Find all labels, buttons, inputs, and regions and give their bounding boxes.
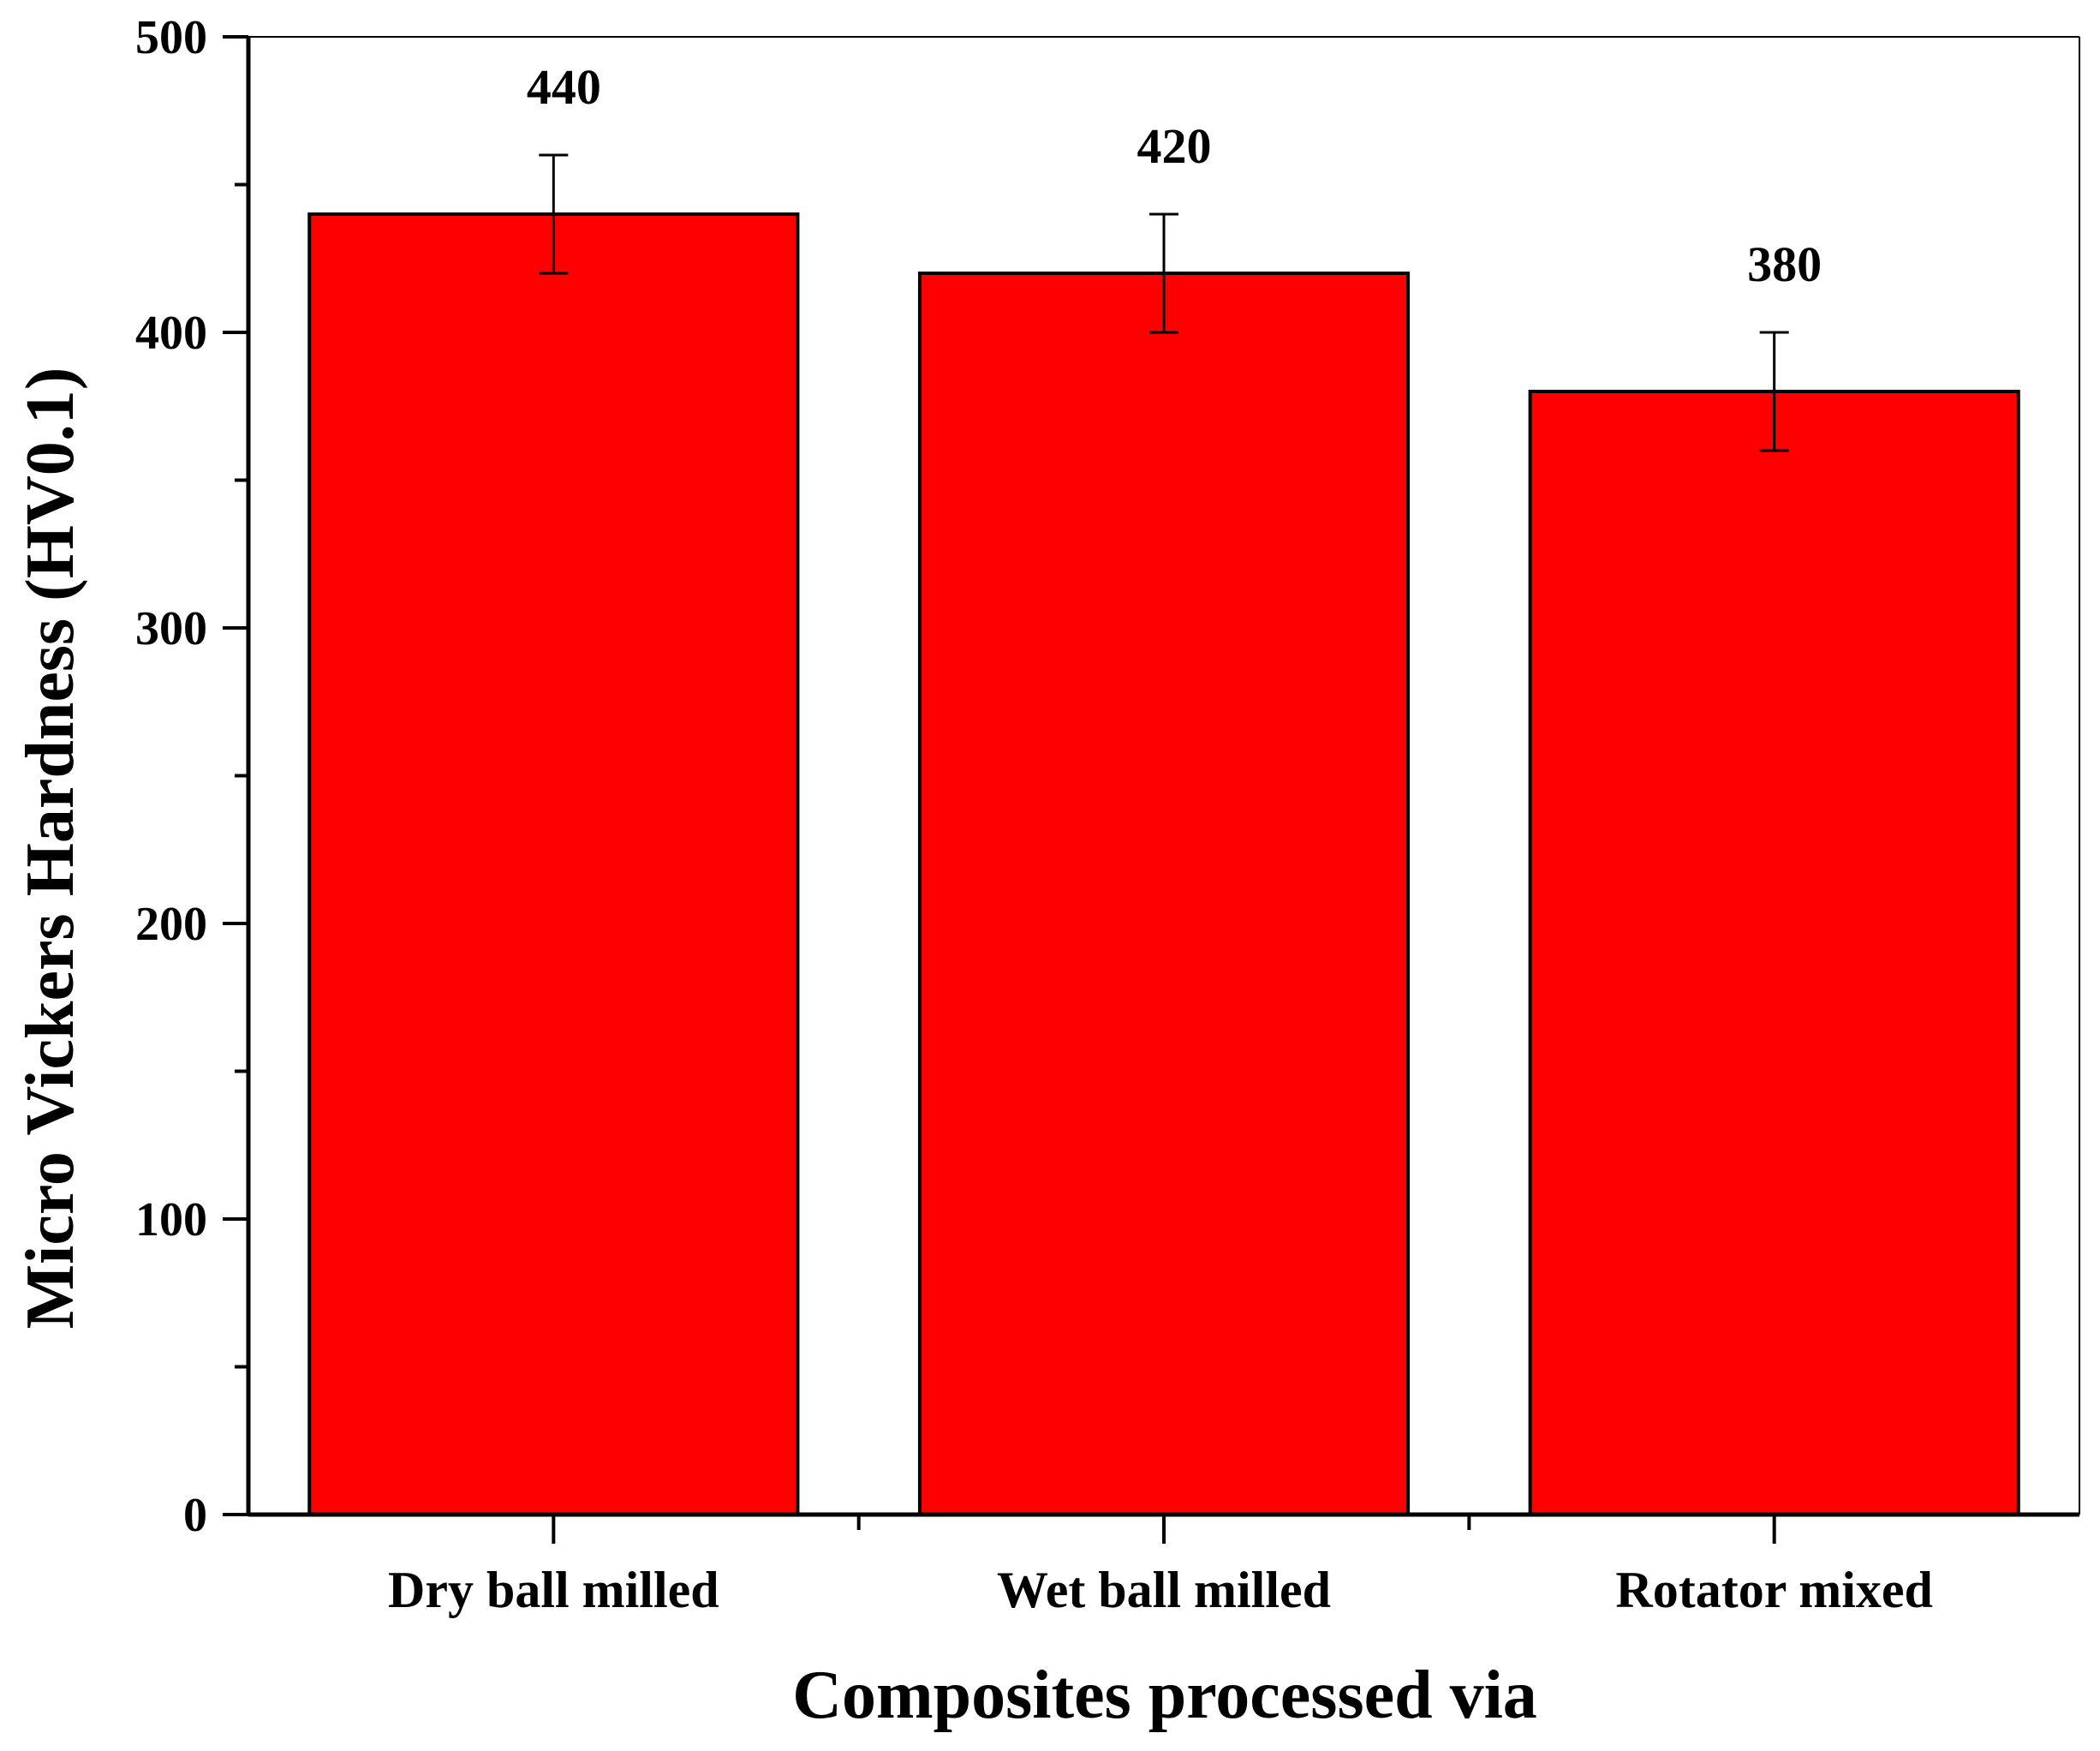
x-axis-title: Composites processed via bbox=[792, 1658, 1537, 1733]
data-label: 420 bbox=[1137, 118, 1212, 174]
error-bars bbox=[539, 153, 1789, 452]
x-axis-ticks: Dry ball milled Wet ball milled Rotator mi… bbox=[388, 1515, 1933, 1618]
y-tick-label: 0 bbox=[183, 1489, 207, 1542]
y-tick-label: 300 bbox=[135, 602, 207, 655]
data-label: 380 bbox=[1747, 236, 1822, 292]
bars bbox=[307, 212, 2020, 1516]
data-label: 440 bbox=[527, 59, 601, 115]
y-tick-label: 500 bbox=[135, 11, 207, 64]
bar bbox=[917, 272, 1411, 1516]
x-tick-label: Wet ball milled bbox=[997, 1562, 1331, 1618]
y-tick-label: 100 bbox=[135, 1193, 207, 1246]
y-axis-title: Micro Vickers Hardness (HV0.1) bbox=[13, 368, 88, 1330]
y-tick-label: 400 bbox=[135, 307, 207, 360]
bar bbox=[1528, 390, 2020, 1516]
x-tick-label: Rotator mixed bbox=[1615, 1562, 1933, 1618]
y-tick-label: 200 bbox=[135, 898, 207, 951]
x-tick-label: Dry ball milled bbox=[388, 1562, 719, 1618]
y-axis-ticks: 0 100 200 300 400 500 bbox=[135, 11, 248, 1542]
bar bbox=[307, 212, 800, 1516]
data-labels: 440 420 380 bbox=[527, 59, 1822, 292]
